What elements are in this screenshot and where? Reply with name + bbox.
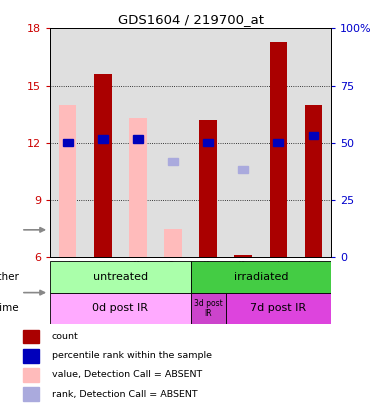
Bar	[261, 28, 296, 257]
Text: rank, Detection Call = ABSENT: rank, Detection Call = ABSENT	[52, 390, 197, 399]
Bar	[164, 228, 182, 257]
Bar	[50, 292, 191, 324]
Bar	[23, 387, 39, 401]
Bar	[309, 132, 318, 139]
Text: 0d post IR: 0d post IR	[92, 303, 148, 313]
Text: 7d post IR: 7d post IR	[250, 303, 306, 313]
Text: time: time	[0, 303, 19, 313]
Text: irradiated: irradiated	[234, 272, 288, 282]
Bar	[270, 42, 287, 257]
Bar	[273, 139, 283, 146]
Bar	[133, 135, 143, 143]
Bar	[94, 74, 112, 257]
Bar	[156, 28, 191, 257]
Bar	[85, 28, 120, 257]
Bar	[98, 135, 108, 143]
Bar	[23, 330, 39, 343]
Bar	[203, 139, 213, 146]
Bar	[226, 28, 261, 257]
Bar	[63, 139, 72, 146]
Bar	[191, 28, 226, 257]
Text: value, Detection Call = ABSENT: value, Detection Call = ABSENT	[52, 371, 202, 379]
Bar	[305, 104, 322, 257]
Text: untreated: untreated	[93, 272, 148, 282]
Bar	[50, 261, 191, 292]
Bar	[50, 28, 85, 257]
Bar	[191, 292, 226, 324]
Text: other: other	[0, 272, 19, 282]
Bar	[238, 166, 248, 173]
Bar	[199, 120, 217, 257]
Bar	[129, 118, 147, 257]
Bar	[191, 261, 331, 292]
Text: percentile rank within the sample: percentile rank within the sample	[52, 351, 212, 360]
Bar	[59, 104, 76, 257]
Text: 3d post
IR: 3d post IR	[194, 298, 223, 318]
Bar	[296, 28, 331, 257]
Title: GDS1604 / 219700_at: GDS1604 / 219700_at	[117, 13, 264, 26]
Bar	[23, 349, 39, 363]
Bar	[168, 158, 178, 166]
Bar	[121, 28, 156, 257]
Bar	[226, 292, 331, 324]
Text: count: count	[52, 332, 78, 341]
Bar	[234, 255, 252, 257]
Bar	[23, 368, 39, 382]
